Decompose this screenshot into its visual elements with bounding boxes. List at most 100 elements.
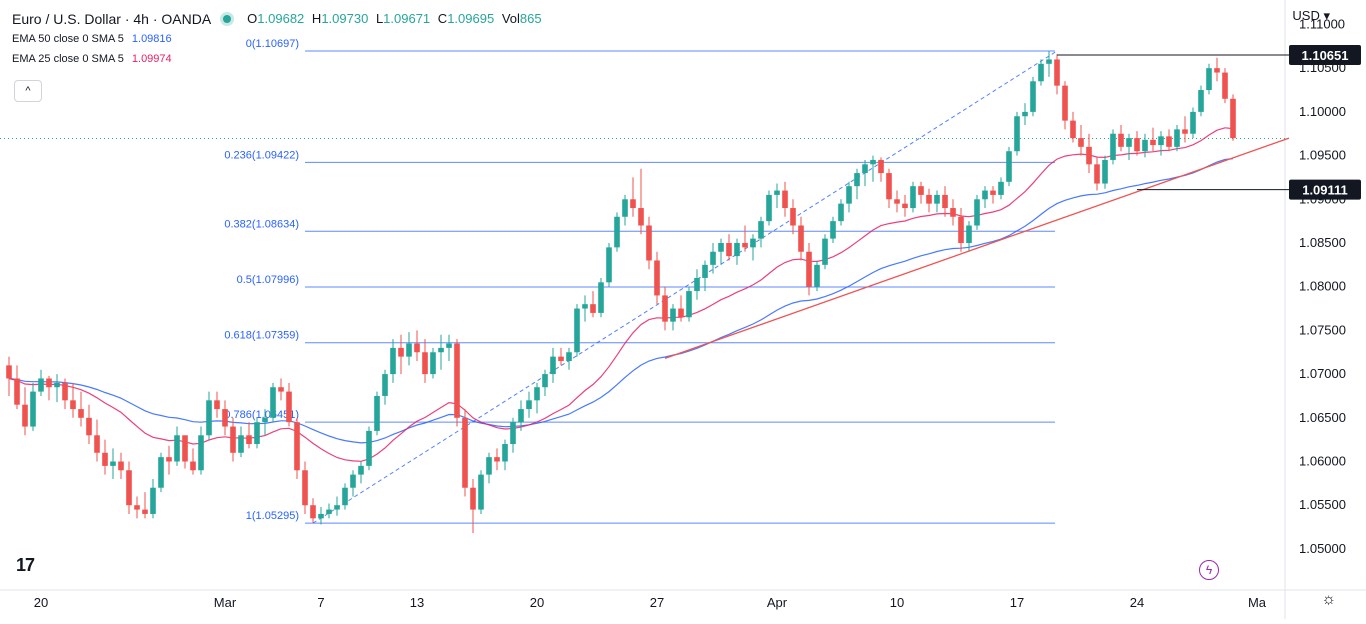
settings-icon[interactable]: ☼ [1321,591,1336,608]
candle [342,483,348,510]
candle [1198,85,1204,117]
candle-body [974,199,980,226]
candle-body [502,444,508,462]
candle [982,186,988,209]
candle-body [774,190,780,195]
candle-body [510,422,516,445]
candle-body [1158,136,1164,146]
candle-body [638,208,644,226]
candle [534,382,540,414]
candle [582,295,588,322]
candle [854,168,860,200]
candle-body [86,417,92,436]
candle [358,461,364,484]
candle-body [1054,59,1060,86]
candle-body [542,374,548,388]
indicator-ema50-row[interactable]: EMA 50 close 0 SMA 5 1.09816 [12,29,546,49]
candle [638,168,644,235]
candle-body [1142,139,1148,152]
candle-body [998,181,1004,195]
candle-body [822,238,828,265]
price-label-box [1289,44,1361,65]
y-tick-label: 1.08500 [1299,235,1346,250]
legend-collapse-button[interactable]: ^ [14,80,42,102]
candle [742,225,748,252]
currency-selector[interactable]: USD ▾ [1292,8,1330,23]
candle [606,242,612,287]
candle [22,387,28,436]
candle [670,304,676,331]
candle-body [862,164,868,174]
candle [878,157,884,182]
candle-body [246,435,252,445]
candle [574,304,580,357]
candle [734,238,740,265]
candle-body [278,387,284,392]
y-tick-label: 1.05000 [1299,541,1346,556]
candle [1190,107,1196,139]
x-tick-label: Ma [1248,595,1267,610]
candle-body [22,404,28,427]
symbol-title[interactable]: Euro / U.S. Dollar · 4h · OANDA [12,11,212,27]
candle-body [150,487,156,514]
candle-body [230,426,236,453]
fib-level-label: 0.786(1.06451) [224,409,299,421]
candle [302,461,308,514]
candle [318,506,324,525]
candle [1046,50,1052,77]
candle-body [814,264,820,287]
candle-body [766,194,772,222]
candle [510,417,516,453]
candle-body [206,400,212,436]
candle [1078,124,1084,156]
candle [1230,94,1236,141]
candle-body [806,251,812,287]
candle [1086,133,1092,174]
candle [62,378,68,410]
candle-body [182,435,188,462]
candle-body [1198,90,1204,112]
candle-body [1086,146,1092,165]
fib-level-label: 0.618(1.07359) [224,330,299,342]
candle-body [1030,81,1036,112]
candle-body [62,382,68,401]
resistance-price-label: 1.10651 [1289,44,1361,65]
candle-body [846,186,852,204]
ohlc-high-label: H [311,11,322,26]
candle [438,334,444,370]
candle-body [118,461,124,471]
candle [1062,81,1068,130]
candle [46,375,52,401]
candle [1174,124,1180,152]
chart-legend: Euro / U.S. Dollar · 4h · OANDA O1.09682… [12,9,546,69]
ohlc-close-value: 1.09695 [447,11,495,26]
candle [38,369,44,396]
candle-body [1014,116,1020,152]
candle [214,391,220,418]
candle [502,439,508,471]
candle [1206,63,1212,95]
candle [998,177,1004,200]
bolt-icon[interactable]: ϟ [1199,560,1219,580]
candle-body [1206,68,1212,91]
candle [862,159,868,187]
candle [270,382,276,423]
candle [158,452,164,493]
candle [710,242,716,274]
candle [14,365,20,410]
candle-body [430,352,436,375]
tradingview-logo[interactable]: 17 [16,555,35,575]
candle [558,347,564,366]
x-tick-label: 20 [34,595,48,610]
candle-body [942,194,948,209]
candle-body [1094,164,1100,184]
indicator-ema25-row[interactable]: EMA 25 close 0 SMA 5 1.09974 [12,49,546,69]
candle [366,426,372,471]
candle [1134,131,1140,156]
ohlc-values: O1.09682 H1.09730 L1.09671 C1.09695 Vol8… [247,9,545,29]
candle [894,190,900,213]
candle [630,177,636,217]
candle-body [1214,68,1220,73]
